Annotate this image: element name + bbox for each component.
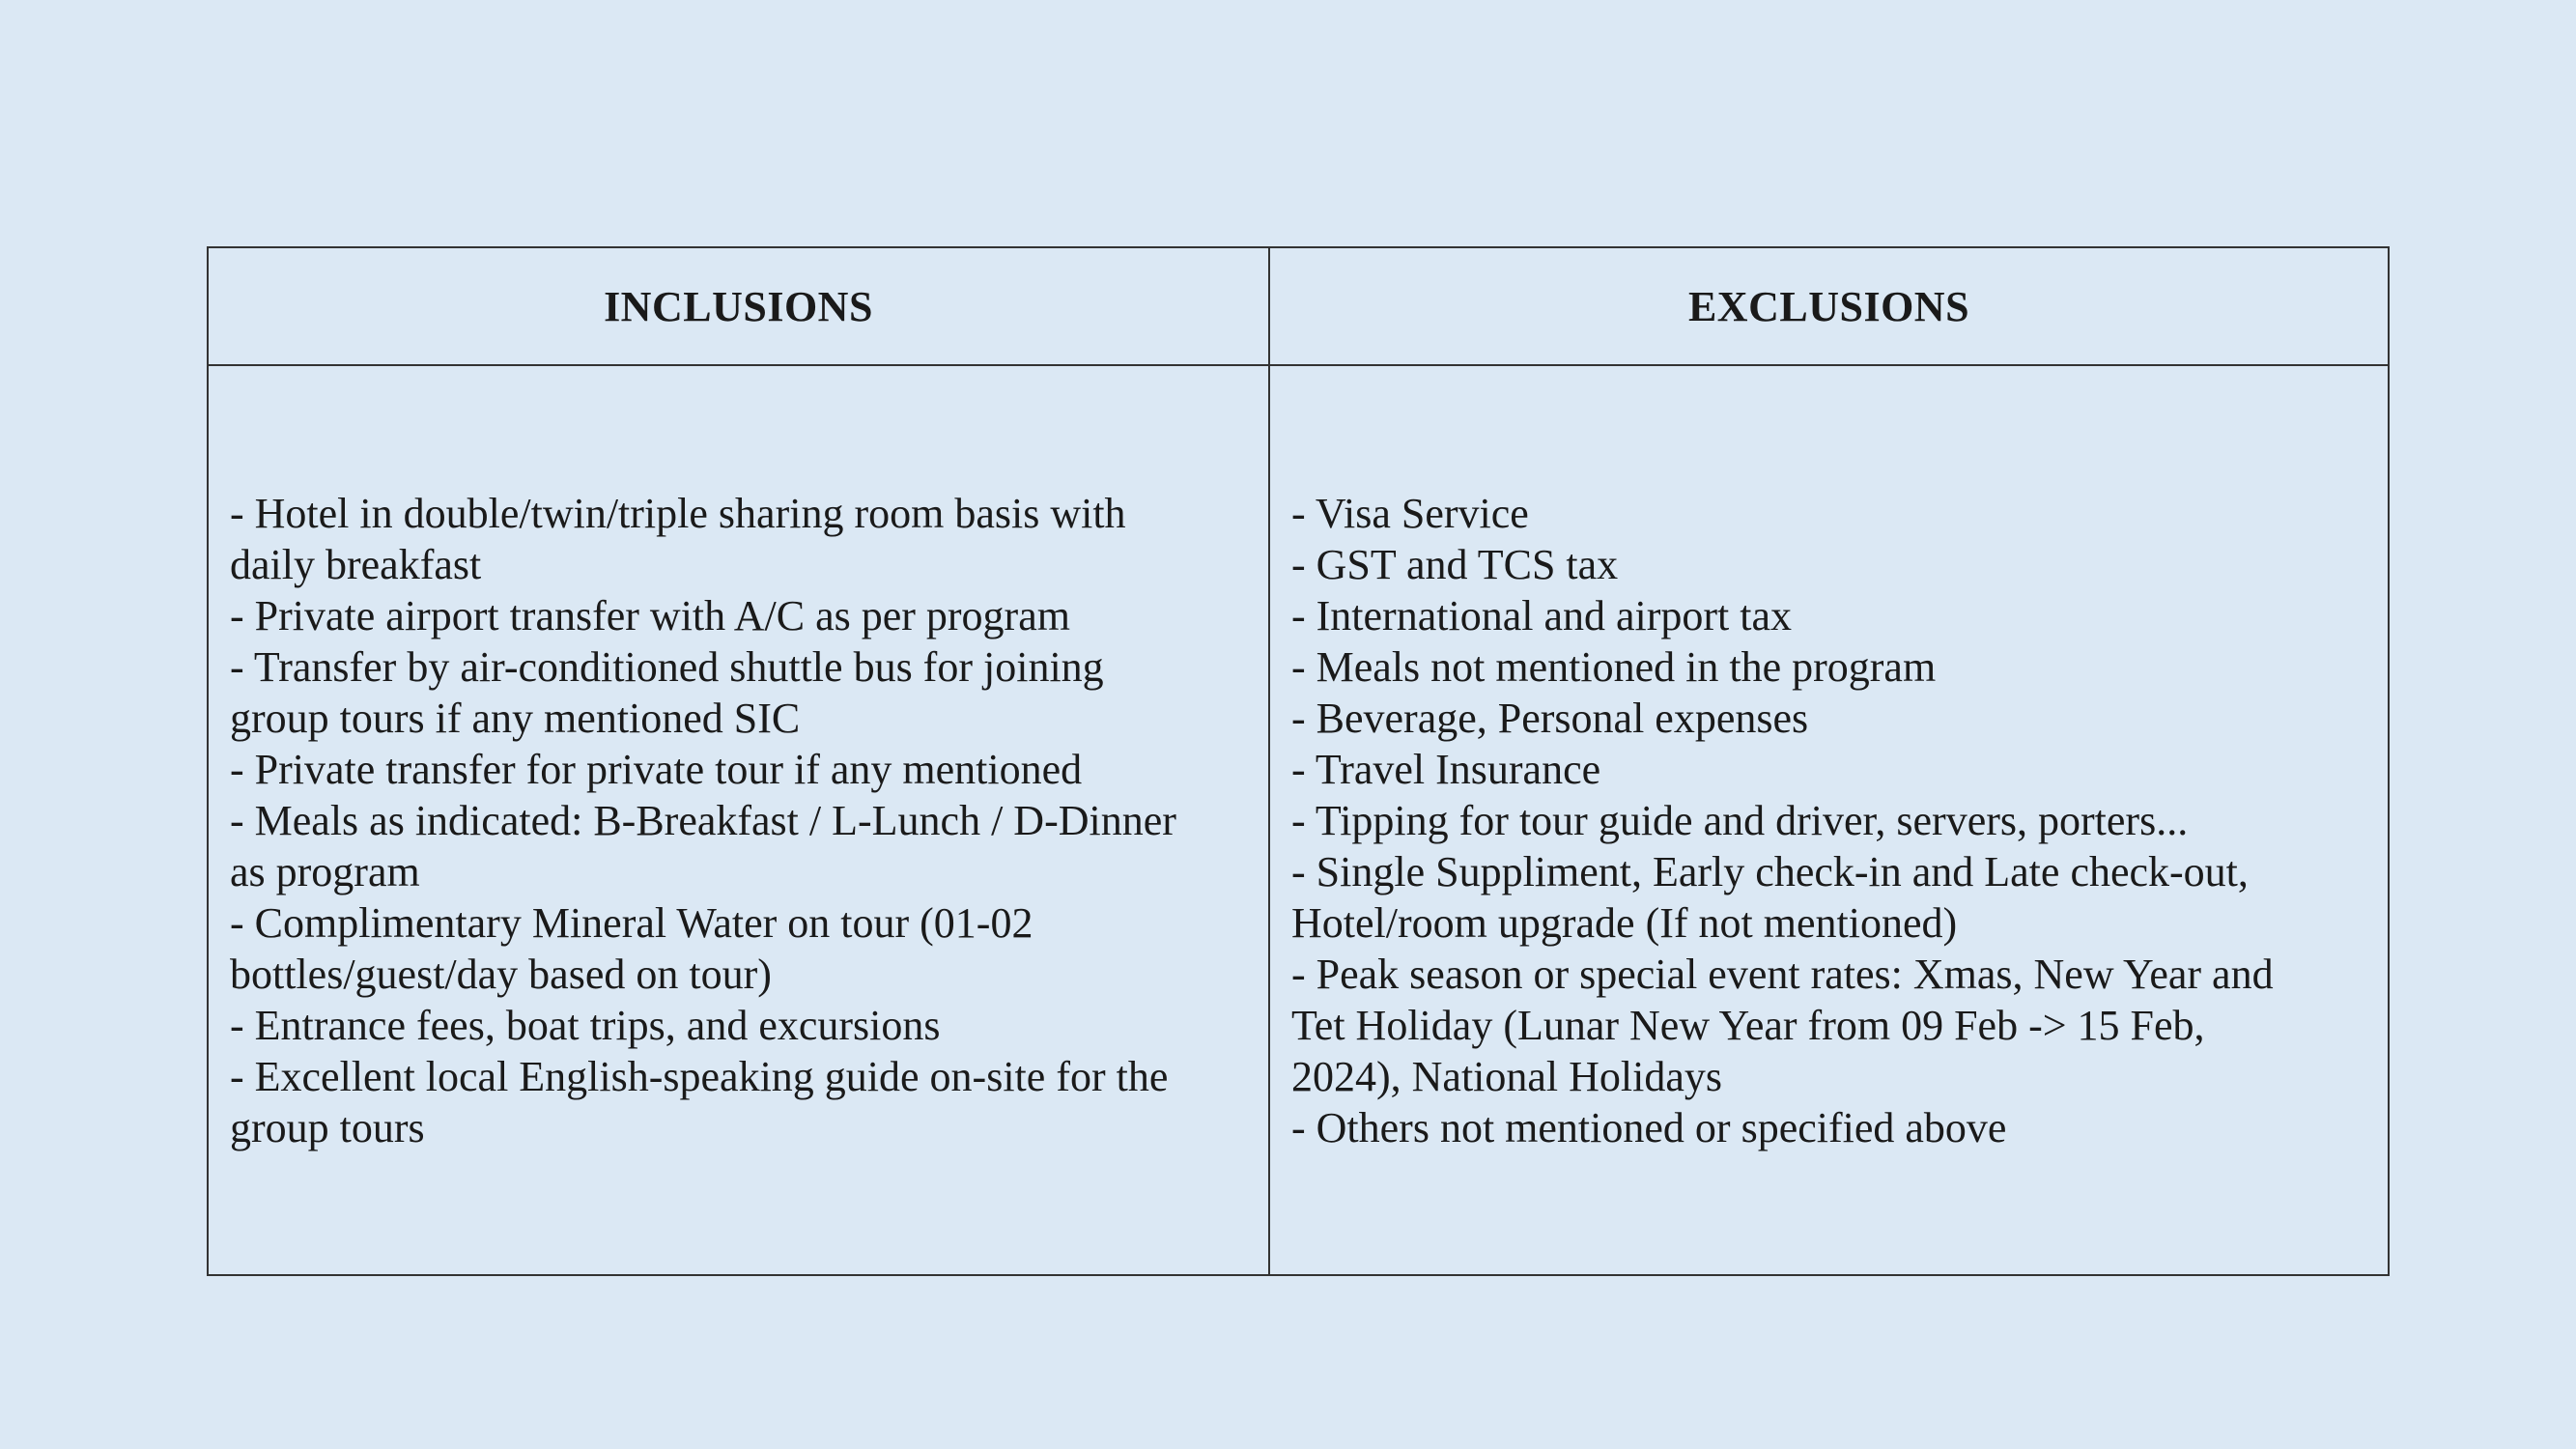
- list-item: - Transfer by air-conditioned shuttle bu…: [230, 642, 1104, 742]
- exclusions-body-cell: - Visa Service - GST and TCS tax - Interna…: [1270, 366, 2388, 1274]
- list-item: - International and airport tax: [1291, 591, 1793, 639]
- list-item: - Visa Service: [1291, 489, 1529, 537]
- list-item: - Tipping for tour guide and driver, ser…: [1291, 796, 2189, 844]
- list-item: - Travel Insurance: [1291, 745, 1601, 793]
- list-item: - Complimentary Mineral Water on tour (0…: [230, 898, 1033, 998]
- list-item: - Single Suppliment, Early check-in and …: [1291, 847, 2249, 947]
- inclusions-exclusions-table: INCLUSIONS EXCLUSIONS - Hotel in double/…: [207, 246, 2390, 1276]
- inclusions-list: - Hotel in double/twin/triple sharing ro…: [230, 488, 1196, 1153]
- list-item: - GST and TCS tax: [1291, 540, 1619, 588]
- list-item: - Meals as indicated: B-Breakfast / L-Lu…: [230, 796, 1176, 895]
- list-item: - Beverage, Personal expenses: [1291, 694, 1809, 742]
- list-item: - Meals not mentioned in the program: [1291, 642, 1937, 691]
- exclusions-title: EXCLUSIONS: [1687, 282, 1970, 330]
- list-item: - Private airport transfer with A/C as p…: [230, 591, 1070, 639]
- inclusions-header-cell: INCLUSIONS: [209, 248, 1270, 366]
- inclusions-body-cell: - Hotel in double/twin/triple sharing ro…: [209, 366, 1270, 1274]
- list-item: - Hotel in double/twin/triple sharing ro…: [230, 489, 1126, 588]
- list-item: - Private transfer for private tour if a…: [230, 745, 1083, 793]
- exclusions-list: - Visa Service - GST and TCS tax - Interna…: [1291, 488, 2315, 1153]
- list-item: - Entrance fees, boat trips, and excursi…: [230, 1001, 941, 1049]
- exclusions-header-cell: EXCLUSIONS: [1270, 248, 2388, 366]
- inclusions-title: INCLUSIONS: [604, 282, 873, 330]
- list-item: - Others not mentioned or specified abov…: [1291, 1103, 2007, 1151]
- list-item: - Excellent local English-speaking guide…: [230, 1052, 1169, 1151]
- list-item: - Peak season or special event rates: Xm…: [1291, 950, 2274, 1100]
